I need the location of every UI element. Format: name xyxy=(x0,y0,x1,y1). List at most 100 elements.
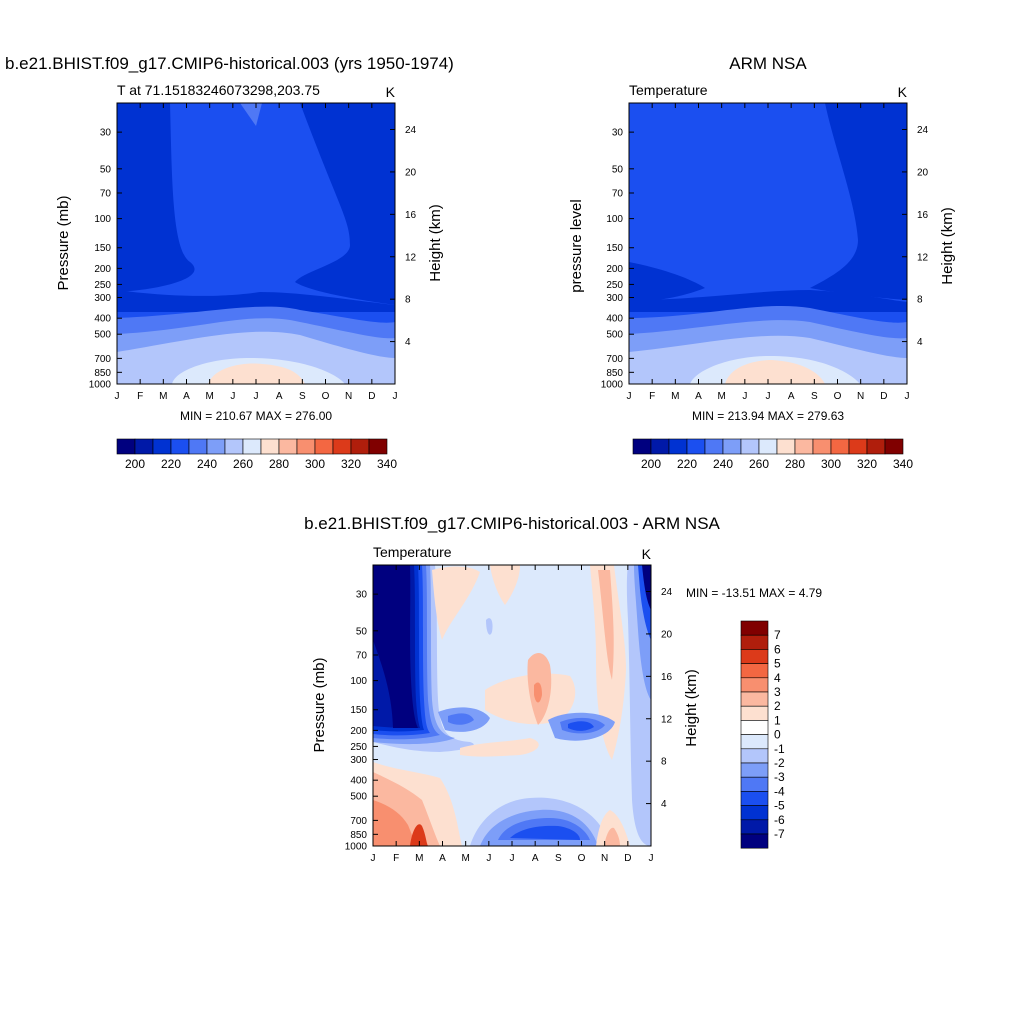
x-tick-label: A xyxy=(439,853,446,864)
colorbar-box xyxy=(740,819,769,835)
x-tick-label: J xyxy=(486,853,491,864)
panel-diff-contours xyxy=(373,565,651,846)
y-tick-label: 500 xyxy=(606,330,623,341)
panel-obs-units: K xyxy=(898,84,908,100)
panel-obs-height-label: Height (km) xyxy=(939,207,956,285)
height-tick-label: 8 xyxy=(405,295,411,306)
colorbar-box xyxy=(686,438,706,455)
panel-obs-min-max: MIN = 213.94 MAX = 279.63 xyxy=(692,409,844,423)
colorbar-box xyxy=(740,791,769,806)
colorbar-box xyxy=(206,438,226,455)
height-tick-label: 4 xyxy=(917,337,923,348)
y-tick-label: 100 xyxy=(606,214,623,225)
y-tick-label: 850 xyxy=(350,830,367,841)
height-tick-label: 8 xyxy=(917,295,923,306)
y-tick-label: 30 xyxy=(100,128,112,139)
x-tick-label: M xyxy=(159,391,167,402)
colorbar-box xyxy=(740,691,769,707)
panel-model-colorbar: 200 220 240 260 280 300 320 340 xyxy=(116,438,397,471)
x-tick-label: D xyxy=(368,391,375,402)
y-tick-label: 30 xyxy=(356,590,368,601)
colorbar-box xyxy=(134,438,154,455)
y-tick-label: 300 xyxy=(606,293,623,304)
x-tick-label: M xyxy=(415,853,423,864)
x-tick-label: M xyxy=(671,391,679,402)
colorbar-box xyxy=(260,438,280,455)
y-tick-label: 400 xyxy=(350,776,367,787)
y-tick-label: 1000 xyxy=(345,842,368,853)
y-tick-label: 250 xyxy=(350,742,367,753)
colorbar-box xyxy=(866,438,886,455)
colorbar-label: 300 xyxy=(821,457,841,471)
colorbar-label: 4 xyxy=(774,671,781,685)
colorbar-box xyxy=(668,438,688,455)
y-tick-label: 850 xyxy=(94,368,111,379)
height-tick-label: 16 xyxy=(917,210,929,221)
panel-model-y-label: Pressure (mb) xyxy=(55,195,72,290)
colorbar-label: 260 xyxy=(233,457,253,471)
y-tick-label: 500 xyxy=(94,330,111,341)
colorbar-box xyxy=(740,677,769,693)
colorbar-box xyxy=(758,438,778,455)
x-tick-label: S xyxy=(299,391,306,402)
panel-diff: b.e21.BHIST.f09_g17.CMIP6-historical.003… xyxy=(304,514,822,864)
colorbar-box xyxy=(332,438,352,455)
x-tick-label: D xyxy=(624,853,631,864)
panel-model: b.e21.BHIST.f09_g17.CMIP6-historical.003… xyxy=(5,54,454,471)
y-tick-label: 100 xyxy=(94,214,111,225)
colorbar-box xyxy=(848,438,868,455)
colorbar-label: -5 xyxy=(774,799,785,813)
y-tick-label: 150 xyxy=(94,243,111,254)
panel-diff-y-label: Pressure (mb) xyxy=(311,657,328,752)
height-tick-label: 12 xyxy=(917,252,929,263)
y-tick-label: 300 xyxy=(350,755,367,766)
colorbar-box xyxy=(740,649,769,664)
panel-model-title: b.e21.BHIST.f09_g17.CMIP6-historical.003… xyxy=(5,54,454,73)
panel-diff-units: K xyxy=(642,546,652,562)
y-tick-label: 1000 xyxy=(89,380,112,391)
colorbar-label: 2 xyxy=(774,699,781,713)
colorbar-label: 6 xyxy=(774,642,781,656)
x-tick-label: A xyxy=(532,853,539,864)
colorbar-label: 280 xyxy=(269,457,289,471)
colorbar-box xyxy=(740,705,769,721)
colorbar-label: 340 xyxy=(893,457,913,471)
y-tick-label: 50 xyxy=(100,164,112,175)
y-tick-label: 150 xyxy=(606,243,623,254)
colorbar-box xyxy=(794,438,814,455)
colorbar-label: 300 xyxy=(305,457,325,471)
height-tick-label: 20 xyxy=(405,167,417,178)
x-tick-label: J xyxy=(766,391,771,402)
y-tick-label: 150 xyxy=(350,705,367,716)
x-tick-label: F xyxy=(393,853,399,864)
colorbar-label: 7 xyxy=(774,628,781,642)
x-tick-label: M xyxy=(205,391,213,402)
y-tick-label: 250 xyxy=(94,280,111,291)
colorbar-box xyxy=(224,438,244,455)
colorbar-box xyxy=(704,438,724,455)
colorbar-box xyxy=(740,776,769,792)
panel-diff-height-label: Height (km) xyxy=(683,669,700,747)
panel-diff-height-ticks: 24 20 16 12 8 4 xyxy=(646,587,673,810)
height-tick-label: 12 xyxy=(661,714,673,725)
panel-obs-y-label: pressure level xyxy=(568,199,585,292)
colorbar-label: -1 xyxy=(774,742,785,756)
colorbar-box xyxy=(650,438,670,455)
y-tick-label: 400 xyxy=(94,314,111,325)
height-tick-label: 4 xyxy=(661,799,667,810)
height-tick-label: 20 xyxy=(917,167,929,178)
x-tick-label: A xyxy=(276,391,283,402)
x-tick-label: N xyxy=(345,391,352,402)
colorbar-box xyxy=(350,438,370,455)
colorbar-label: 1 xyxy=(774,713,781,727)
height-tick-label: 24 xyxy=(661,587,673,598)
colorbar-box xyxy=(152,438,172,455)
colorbar-box xyxy=(812,438,832,455)
colorbar-box xyxy=(170,438,190,455)
panel-diff-title: b.e21.BHIST.f09_g17.CMIP6-historical.003… xyxy=(304,514,720,533)
height-tick-label: 4 xyxy=(405,337,411,348)
colorbar-label: 200 xyxy=(641,457,661,471)
